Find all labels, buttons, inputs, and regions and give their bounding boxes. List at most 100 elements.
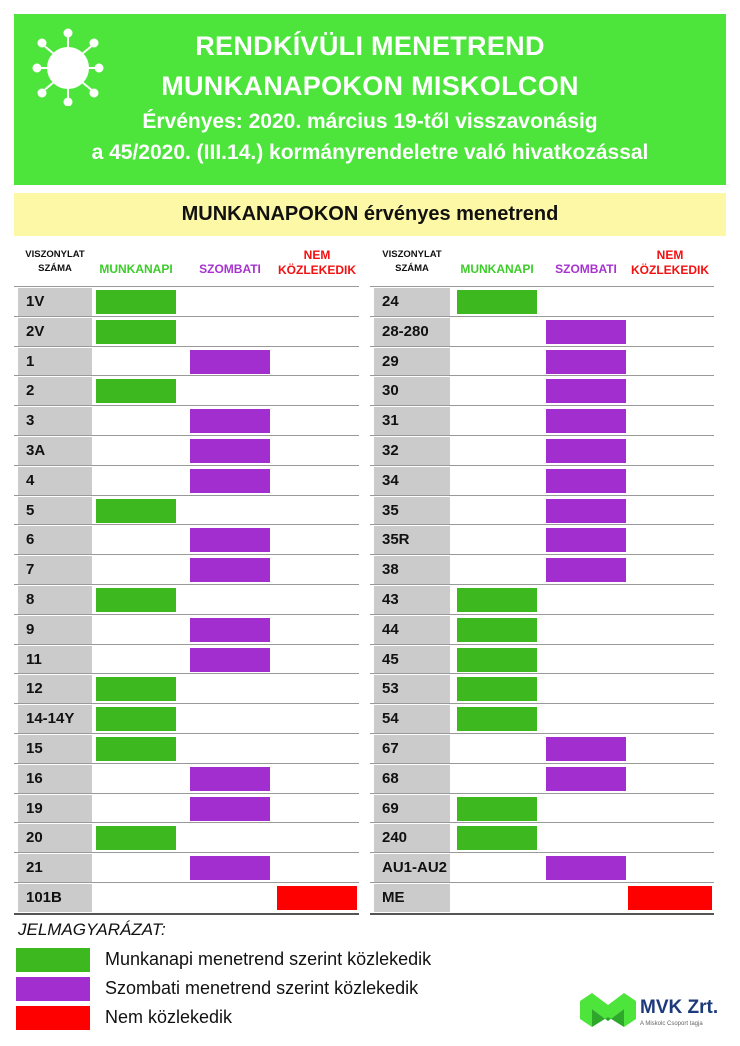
mvk-logo-mark: [580, 993, 636, 1027]
schedule-bar-saturday: [546, 409, 626, 434]
schedule-bar-workday: [457, 617, 537, 642]
right-table-row: 240: [370, 822, 714, 853]
right-table-row: 38: [370, 554, 714, 585]
right-header-route: VISZONYLAT SZÁMA: [374, 248, 450, 276]
schedule-bar-saturday: [546, 439, 626, 463]
route-number: 38: [374, 556, 450, 585]
right-header-saturday: SZOMBATI: [555, 262, 617, 276]
route-number: 5: [18, 496, 92, 525]
route-number: 3: [18, 407, 92, 436]
header-banner: RENDKÍVÜLI MENETREND MUNKANAPOKON MISKOL…: [14, 14, 726, 185]
schedule-bar-saturday: [190, 439, 270, 463]
route-number: 30: [374, 377, 450, 406]
logo-name: MVK Zrt.: [640, 997, 719, 1018]
left-header-saturday: SZOMBATI: [199, 262, 261, 276]
left-header-workday: MUNKANAPI: [99, 262, 173, 276]
right-table-row: 31: [370, 405, 714, 436]
left-table-row: 4: [14, 464, 359, 496]
right-table-row: 69: [370, 792, 714, 824]
route-number: 9: [18, 615, 92, 644]
virus-icon: [32, 28, 104, 106]
right-table-row: 35: [370, 494, 714, 526]
schedule-bar-saturday: [546, 737, 626, 761]
route-number: 45: [374, 645, 450, 674]
legend-label-saturday: Szombati menetrend szerint közlekedik: [105, 978, 419, 998]
route-number: 11: [18, 645, 92, 674]
right-table-row: 24: [370, 286, 714, 317]
schedule-bar-workday: [457, 588, 537, 612]
left-table-row: 1: [14, 345, 359, 377]
right-table-row: 67: [370, 733, 714, 764]
route-number: 3A: [18, 437, 92, 465]
schedule-bar-saturday: [546, 766, 626, 791]
left-header-route-line1: VISZONYLAT: [25, 249, 85, 260]
left-table-row: 5: [14, 494, 359, 526]
right-table-row: 45: [370, 643, 714, 675]
schedule-bar-saturday: [546, 319, 626, 344]
left-table-row: 19: [14, 792, 359, 824]
legend-label-workday: Munkanapi menetrend szerint közlekedik: [105, 949, 432, 969]
right-table-row: 32: [370, 435, 714, 466]
right-table-row: 28-280: [370, 315, 714, 347]
right-header-none-line1: NEM: [656, 248, 684, 262]
route-number: 28-280: [374, 317, 450, 346]
route-number: 31: [374, 407, 450, 436]
schedule-bar-workday: [457, 796, 537, 821]
route-number: 35R: [374, 526, 450, 555]
schedule-bar-workday: [457, 647, 537, 672]
route-number: 1V: [18, 288, 92, 316]
right-table-row: 34: [370, 464, 714, 496]
schedule-bar-saturday: [190, 468, 270, 493]
route-number: 1: [18, 347, 92, 376]
right-header-route-line2: SZÁMA: [395, 263, 429, 274]
left-header-none-line2: KÖZLEKEDIK: [278, 263, 356, 277]
left-table-row: 11: [14, 643, 359, 675]
schedule-bar-saturday: [190, 528, 270, 553]
route-number: 16: [18, 764, 92, 793]
schedule-bar-workday: [457, 290, 537, 314]
left-table-row: 12: [14, 673, 359, 704]
route-number: 20: [18, 824, 92, 853]
schedule-bar-workday: [96, 677, 176, 702]
title-line-2: MUNKANAPOKON MISKOLCON: [161, 71, 579, 101]
route-number: 69: [374, 794, 450, 823]
schedule-bar-workday: [457, 707, 537, 732]
route-number: 34: [374, 466, 450, 495]
legend-swatch-saturday: [16, 977, 90, 1001]
right-table-row: ME: [370, 882, 714, 915]
route-number: 19: [18, 794, 92, 823]
right-table-row: 35R: [370, 524, 714, 555]
left-table-row: 101B: [14, 882, 359, 915]
title-line-1: RENDKÍVÜLI MENETREND: [195, 31, 545, 61]
schedule-bar-saturday: [190, 349, 270, 374]
schedule-bar-saturday: [546, 468, 626, 493]
right-header-none: NEM KÖZLEKEDIK: [622, 248, 718, 278]
schedule-bar-saturday: [546, 349, 626, 374]
left-table-row: 21: [14, 852, 359, 883]
route-number: 43: [374, 586, 450, 614]
left-header-none: NEM KÖZLEKEDIK: [271, 248, 363, 278]
right-table-row: 30: [370, 375, 714, 406]
subtitle-banner: MUNKANAPOKON érvényes menetrend: [14, 193, 726, 236]
left-header-route-line2: SZÁMA: [38, 263, 72, 274]
schedule-bar-saturday: [190, 617, 270, 642]
left-table-row: 16: [14, 762, 359, 794]
route-number: 7: [18, 556, 92, 585]
schedule-bar-workday: [457, 677, 537, 702]
legend-label-none: Nem közlekedik: [105, 1007, 233, 1027]
left-table-row: 2V: [14, 315, 359, 347]
schedule-bar-saturday: [190, 856, 270, 881]
route-number: 35: [374, 496, 450, 525]
left-table-row: 14-14Y: [14, 703, 359, 734]
schedule-bar-saturday: [546, 528, 626, 553]
left-table-row: 7: [14, 554, 359, 585]
route-number: 21: [18, 854, 92, 883]
route-number: 14-14Y: [18, 705, 92, 734]
legend-swatch-none: [16, 1006, 90, 1030]
left-table-row: 2: [14, 375, 359, 406]
schedule-bar-saturday: [190, 766, 270, 791]
route-number: 8: [18, 586, 92, 614]
left-table-row: 1V: [14, 286, 359, 317]
schedule-bar-workday: [96, 588, 176, 612]
validity-line: Érvényes: 2020. március 19-től visszavon…: [142, 110, 598, 133]
